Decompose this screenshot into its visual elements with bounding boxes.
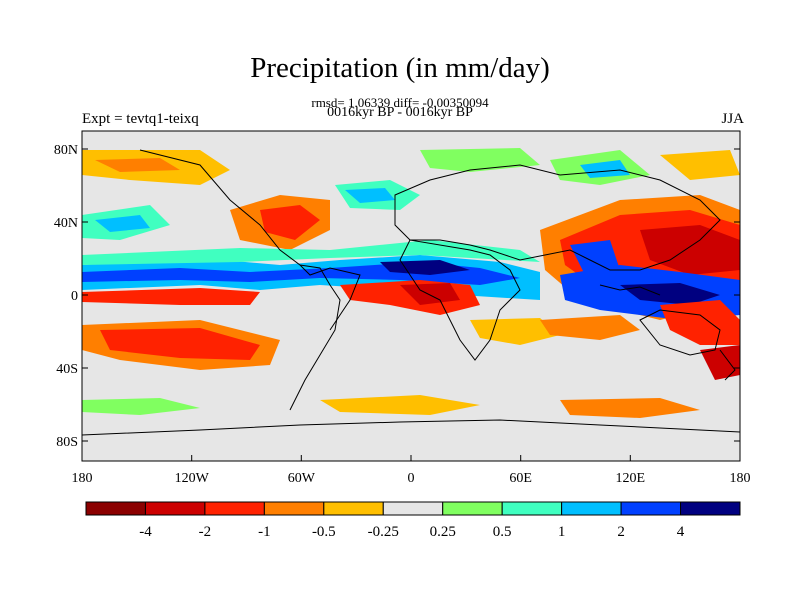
lon-tick-label: 120W [175, 471, 210, 486]
lon-tick-label: 60E [509, 471, 532, 486]
lon-tick-label: 180 [72, 471, 93, 486]
plot-title: Precipitation (in mm/day) [250, 52, 550, 84]
map-panel [82, 131, 740, 461]
lat-tick-label: 40N [54, 216, 78, 231]
precip-field [82, 148, 740, 418]
period-subtitle: 0016kyr BP - 0016kyr BP [327, 105, 473, 120]
colorbar-swatch [382, 501, 444, 516]
colorbar-swatch [85, 501, 146, 516]
colorbar-label: -1 [258, 524, 271, 540]
lon-tick-label: 120E [616, 471, 646, 486]
colorbar-swatch [501, 501, 563, 516]
colorbar-swatch [620, 501, 682, 516]
colorbar-label: -2 [199, 524, 212, 540]
colorbar-label: -0.5 [312, 524, 336, 540]
colorbar-swatch [442, 501, 503, 516]
colorbar-label: 1 [558, 524, 566, 540]
colorbar-label: 0.5 [493, 524, 512, 540]
colorbar-swatch [263, 501, 325, 516]
lat-tick-label: 80N [54, 143, 78, 158]
experiment-label: Expt = tevtq1-teixq [82, 111, 199, 127]
colorbar-swatch [561, 501, 622, 516]
lat-tick-label: 40S [56, 362, 78, 377]
colorbar-label: 2 [617, 524, 625, 540]
lon-tick-label: 60W [288, 471, 316, 486]
longitude-ticks: 180 120W 60W 0 60E 120E 180 [72, 455, 751, 486]
colorbar-label: 4 [677, 524, 685, 540]
colorbar-label: -0.25 [368, 524, 399, 540]
colorbar-swatch [144, 501, 206, 516]
stats-subtitle: rmsd= 1.06339 diff= -0.00350094 [311, 95, 489, 110]
season-label: JJA [721, 111, 744, 127]
colorbar: -4 -2 -1 -0.5 -0.25 0.25 0.5 1 2 4 [85, 501, 741, 540]
colorbar-label: -4 [139, 524, 152, 540]
lat-tick-label: 80S [56, 435, 78, 450]
colorbar-swatch [204, 501, 265, 516]
coastlines [82, 149, 740, 436]
colorbar-swatch [680, 501, 741, 516]
colorbar-swatch [323, 501, 384, 516]
lat-tick-label: 0 [71, 289, 78, 304]
lon-tick-label: 180 [730, 471, 751, 486]
colorbar-label: 0.25 [430, 524, 456, 540]
latitude-ticks: 80N 40N 0 40S 80S [54, 143, 740, 450]
lon-tick-label: 0 [408, 471, 415, 486]
